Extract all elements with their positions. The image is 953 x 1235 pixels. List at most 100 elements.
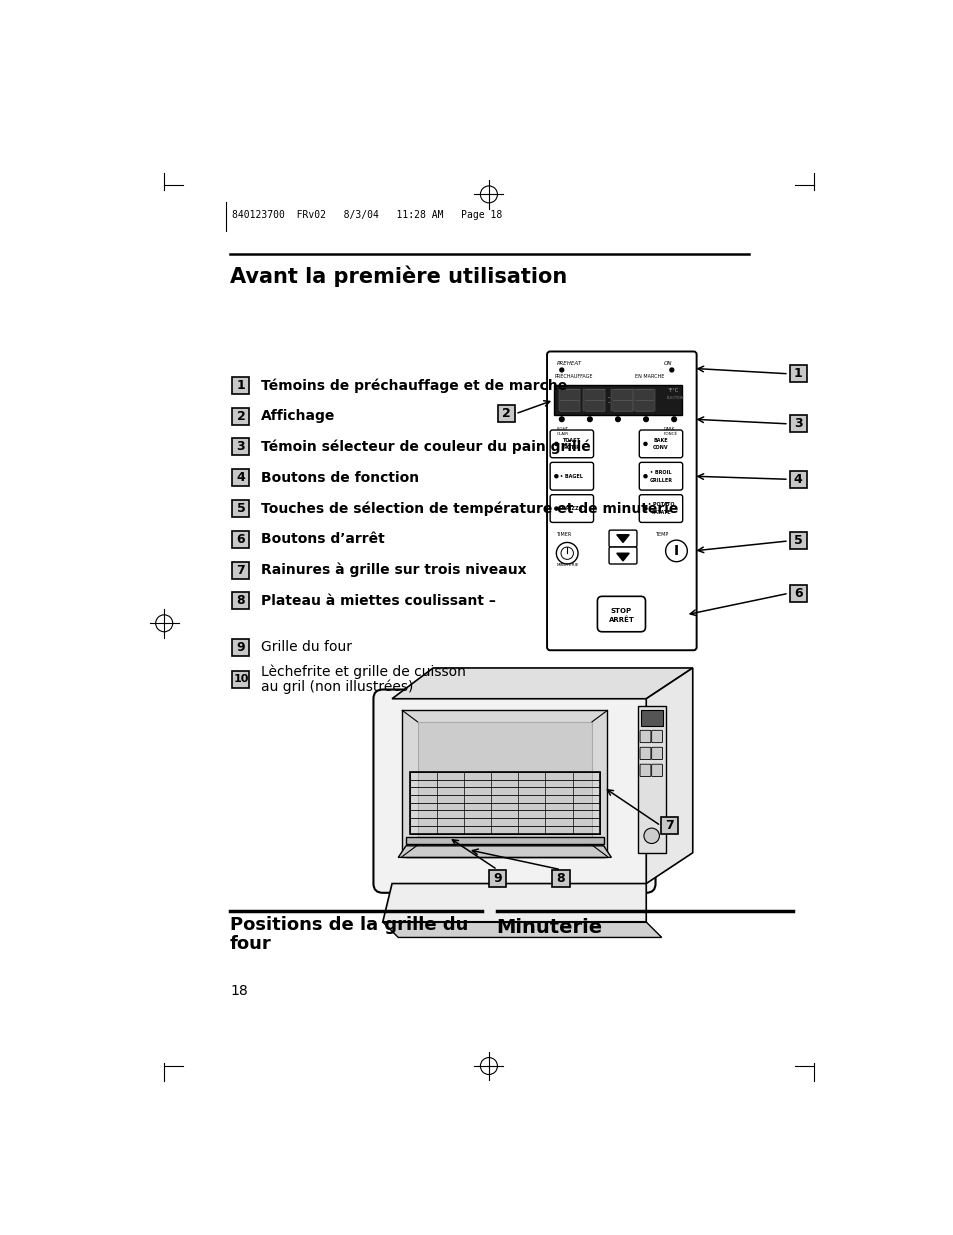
Bar <box>410 772 599 834</box>
Polygon shape <box>397 846 611 857</box>
Text: :: : <box>606 394 611 406</box>
Bar <box>406 846 603 857</box>
Text: 1: 1 <box>793 367 801 380</box>
Text: 7: 7 <box>236 563 245 577</box>
Text: 4: 4 <box>793 473 801 485</box>
FancyBboxPatch shape <box>639 764 650 777</box>
FancyBboxPatch shape <box>639 747 650 760</box>
Circle shape <box>555 508 558 510</box>
Text: PREHEAT: PREHEAT <box>556 361 581 366</box>
Bar <box>789 415 806 432</box>
Polygon shape <box>617 535 629 542</box>
Text: TOAST: TOAST <box>562 437 580 442</box>
Bar <box>583 389 604 411</box>
Bar <box>552 869 569 887</box>
Circle shape <box>555 442 558 446</box>
Text: • PIZZA: • PIZZA <box>560 506 582 511</box>
FancyBboxPatch shape <box>651 747 661 760</box>
FancyBboxPatch shape <box>651 764 661 777</box>
Polygon shape <box>645 668 692 883</box>
Text: PATATE: PATATE <box>651 510 670 515</box>
Text: PRÉCHAUFFAGE: PRÉCHAUFFAGE <box>554 374 592 379</box>
FancyBboxPatch shape <box>639 730 650 742</box>
Text: Positions de la grille du: Positions de la grille du <box>230 916 468 934</box>
Text: 6: 6 <box>793 587 801 600</box>
Text: 9: 9 <box>493 872 501 884</box>
Text: GRILLER: GRILLER <box>649 478 672 483</box>
Circle shape <box>556 542 578 564</box>
Circle shape <box>643 829 659 844</box>
FancyBboxPatch shape <box>550 495 593 522</box>
Bar <box>402 710 607 857</box>
FancyBboxPatch shape <box>546 352 696 651</box>
Text: au gril (non illustrées): au gril (non illustrées) <box>261 680 413 694</box>
Bar <box>554 385 681 415</box>
Circle shape <box>671 417 676 421</box>
Bar <box>497 405 515 422</box>
Text: 840123700  FRv02   8/3/04   11:28 AM   Page 18: 840123700 FRv02 8/3/04 11:28 AM Page 18 <box>233 210 502 220</box>
Circle shape <box>558 417 563 421</box>
Text: 8: 8 <box>557 872 565 884</box>
Text: STOP: STOP <box>610 608 631 614</box>
Polygon shape <box>392 668 692 699</box>
FancyBboxPatch shape <box>550 462 593 490</box>
FancyBboxPatch shape <box>608 530 637 547</box>
Text: TIMER: TIMER <box>556 532 571 537</box>
Circle shape <box>643 417 648 421</box>
Text: 3: 3 <box>793 417 801 430</box>
Bar <box>233 438 249 456</box>
Text: CONV: CONV <box>653 446 668 451</box>
FancyBboxPatch shape <box>550 430 593 458</box>
Text: BAKE: BAKE <box>653 437 668 442</box>
Bar <box>660 818 678 835</box>
Bar <box>488 869 505 887</box>
Text: Avant la première utilisation: Avant la première utilisation <box>230 266 567 287</box>
Text: 5: 5 <box>793 535 801 547</box>
Text: • POTATO: • POTATO <box>647 503 674 508</box>
Text: EN MARCHE: EN MARCHE <box>635 374 664 379</box>
Bar <box>233 500 249 517</box>
Bar <box>233 671 249 688</box>
Text: • BROIL: • BROIL <box>650 469 671 475</box>
Text: 2: 2 <box>502 408 511 420</box>
Text: MINUTERIE: MINUTERIE <box>556 563 578 567</box>
Polygon shape <box>617 553 629 561</box>
Circle shape <box>555 474 558 478</box>
Text: ARRÊT: ARRÊT <box>608 618 634 624</box>
Text: Témoins de préchauffage et de marche: Témoins de préchauffage et de marche <box>261 378 567 393</box>
Bar <box>233 562 249 579</box>
Text: ÉLECTION: ÉLECTION <box>666 396 683 400</box>
Text: 10: 10 <box>233 674 249 684</box>
Bar <box>789 532 806 550</box>
Text: DARK
FONCÉ: DARK FONCÉ <box>663 427 678 436</box>
Bar <box>789 366 806 383</box>
Text: Témoin sélecteur de couleur du pain grillé: Témoin sélecteur de couleur du pain gril… <box>261 440 590 454</box>
Text: LIGHT
CLAIR: LIGHT CLAIR <box>556 427 568 436</box>
Circle shape <box>643 442 646 446</box>
Circle shape <box>560 547 573 559</box>
Text: Rainures à grille sur trois niveaux: Rainures à grille sur trois niveaux <box>261 563 526 578</box>
Text: Minuterie: Minuterie <box>497 918 602 937</box>
Text: RÔTIR: RÔTIR <box>563 446 579 451</box>
FancyBboxPatch shape <box>373 689 655 893</box>
Text: 2: 2 <box>236 410 245 422</box>
Bar <box>233 593 249 609</box>
Bar <box>233 377 249 394</box>
Bar <box>406 837 603 844</box>
Circle shape <box>587 417 592 421</box>
Bar <box>638 706 665 852</box>
Text: °F°C: °F°C <box>667 389 679 394</box>
FancyBboxPatch shape <box>639 495 682 522</box>
Bar <box>233 408 249 425</box>
Text: TEMP: TEMP <box>654 532 667 537</box>
Text: 1: 1 <box>236 379 245 391</box>
FancyBboxPatch shape <box>608 547 637 564</box>
Polygon shape <box>417 721 592 845</box>
Polygon shape <box>382 923 661 937</box>
Bar <box>633 389 654 411</box>
FancyBboxPatch shape <box>639 462 682 490</box>
Circle shape <box>669 368 673 372</box>
FancyBboxPatch shape <box>639 430 682 458</box>
Bar <box>233 469 249 487</box>
Text: ON: ON <box>663 361 672 366</box>
